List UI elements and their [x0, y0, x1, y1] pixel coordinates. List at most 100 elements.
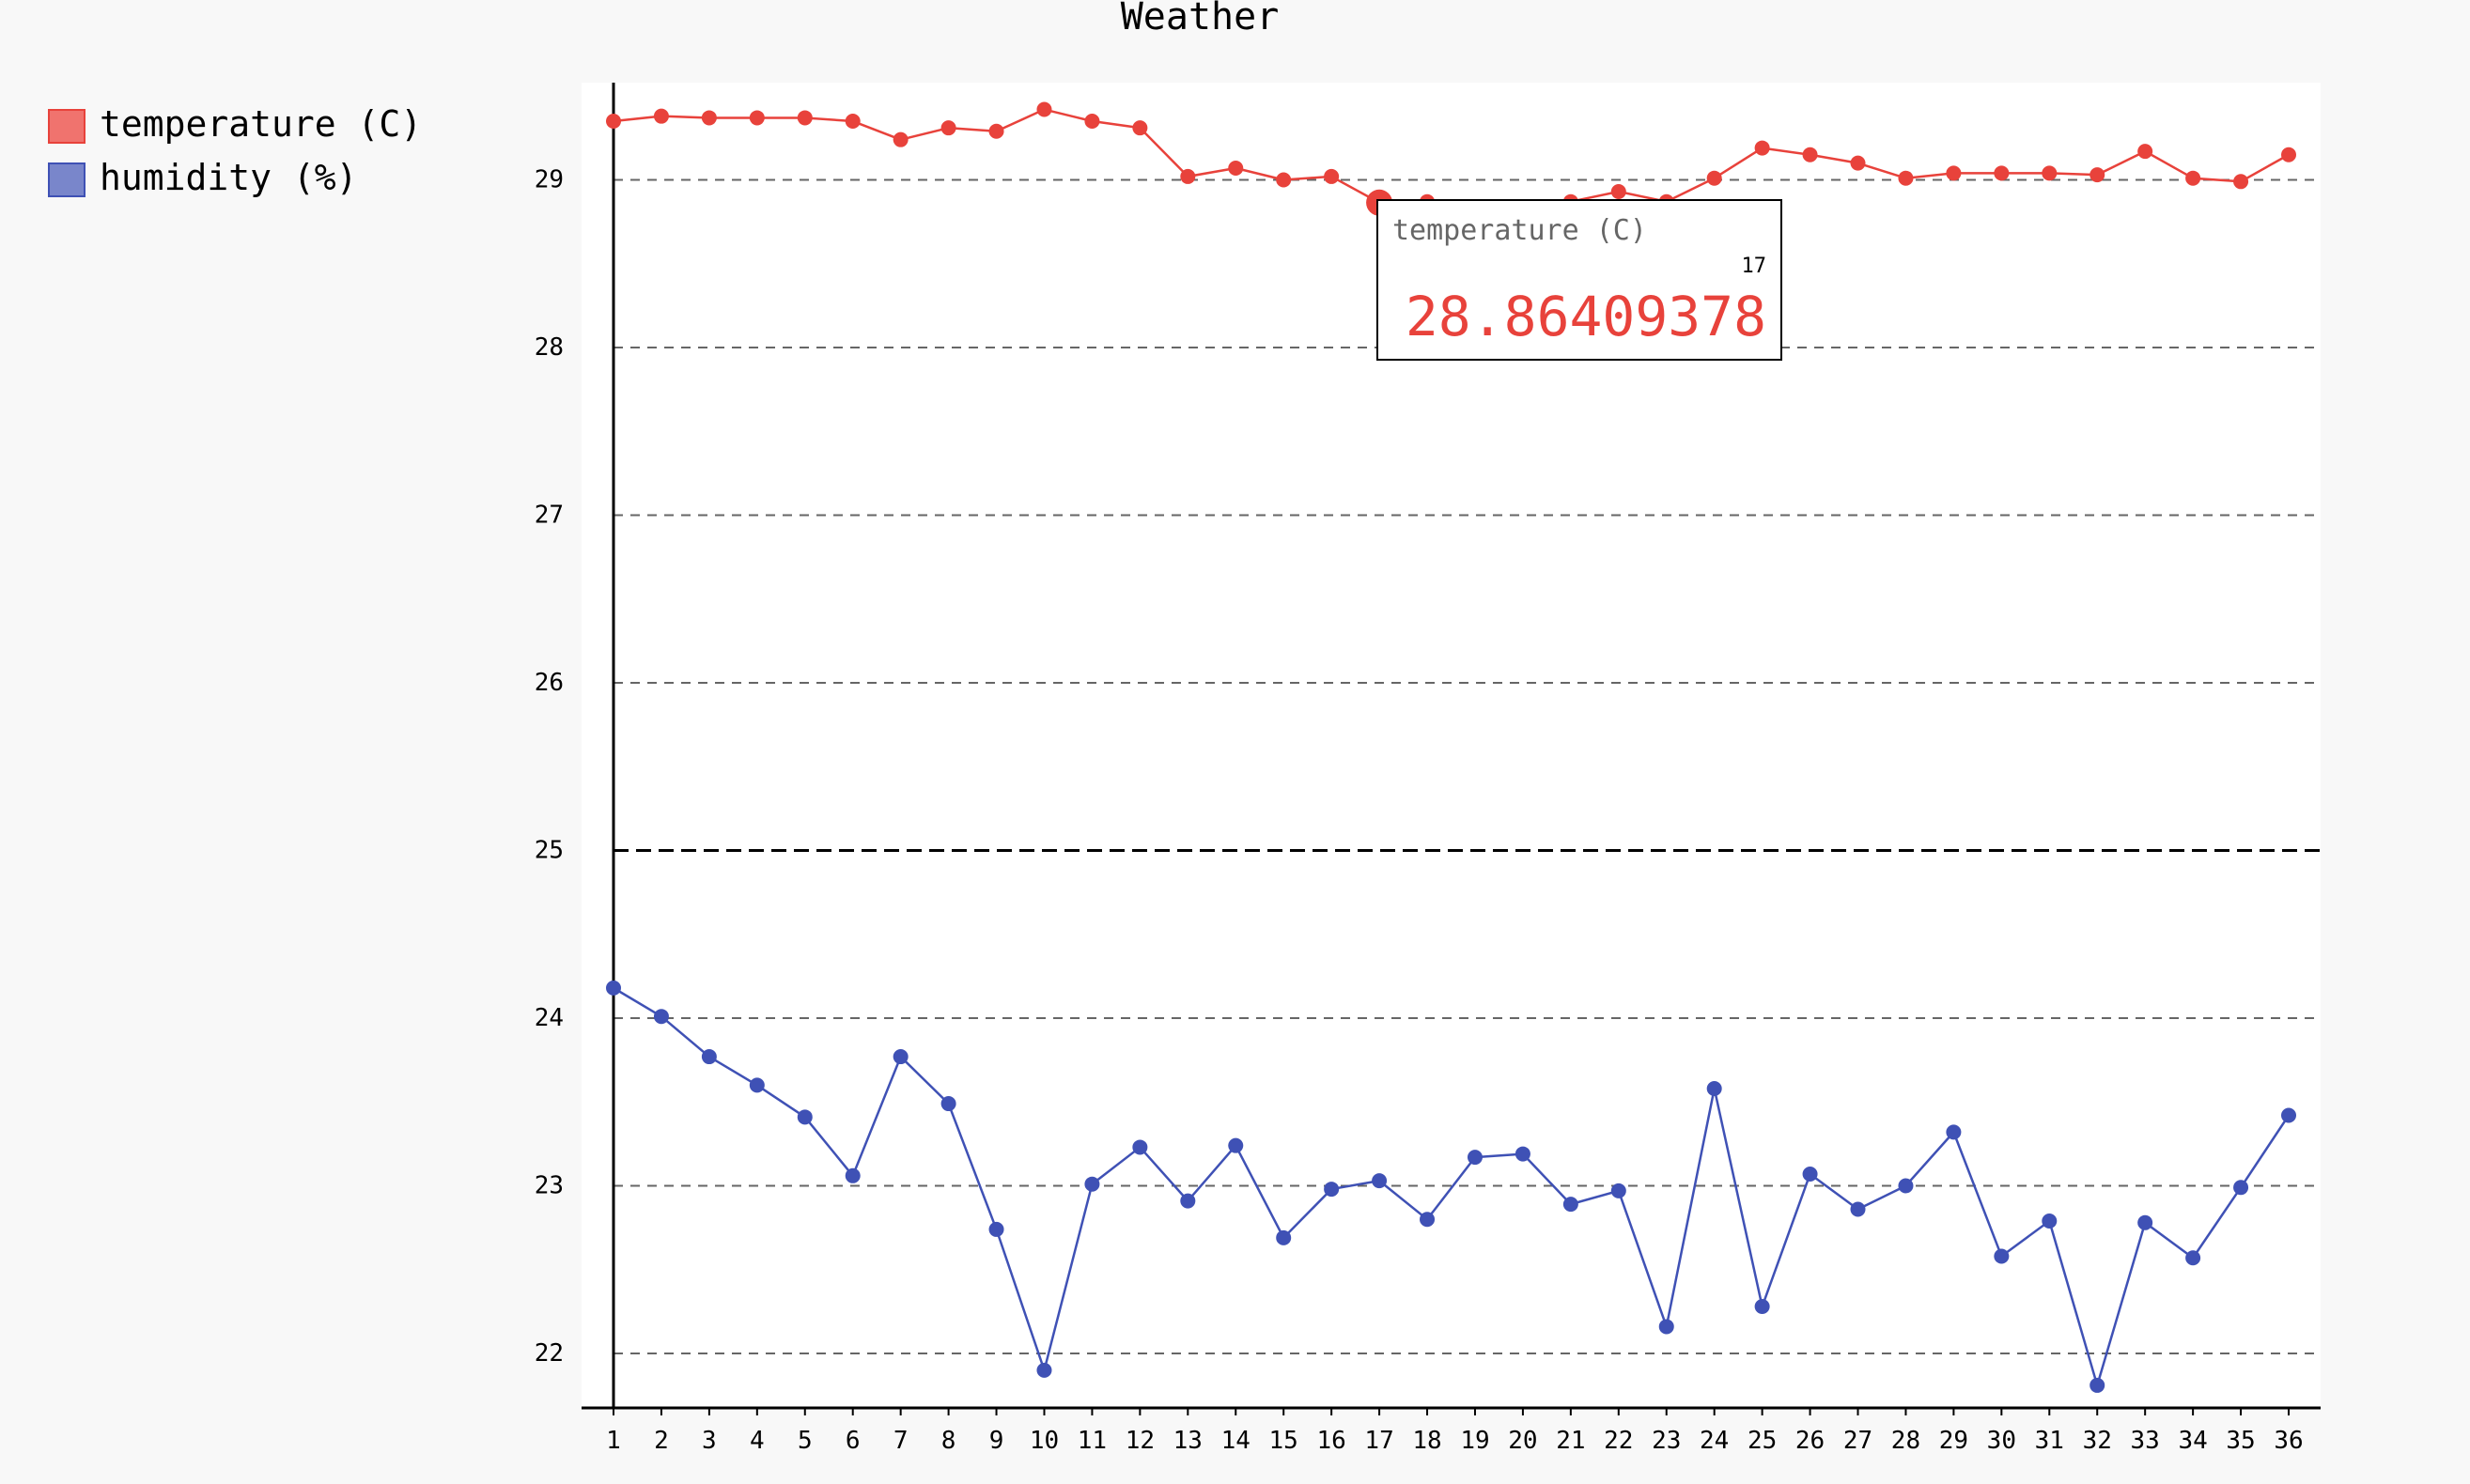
x-tick-label: 14: [1221, 1427, 1251, 1455]
y-tick-label: 22: [535, 1339, 564, 1368]
x-tick-label: 20: [1508, 1427, 1537, 1455]
x-tick-label: 24: [1700, 1427, 1729, 1455]
y-tick-label: 26: [535, 669, 564, 697]
humidity-point: [2089, 1377, 2105, 1393]
humidity-point: [1610, 1183, 1626, 1198]
temperature-point: [1324, 168, 1340, 184]
humidity-point: [1706, 1080, 1722, 1096]
x-tick-label: 28: [1891, 1427, 1920, 1455]
temperature-point: [1610, 183, 1626, 199]
x-tick-label: 7: [893, 1427, 909, 1455]
temperature-point: [1898, 170, 1914, 186]
x-tick-label: 27: [1843, 1427, 1872, 1455]
tooltip-box: [1376, 199, 1782, 361]
humidity-point: [1898, 1178, 1914, 1194]
temperature-point: [1946, 165, 1962, 181]
tooltip-series-label: temperature (C): [1392, 214, 1647, 247]
y-axis-ticks: 22 23 24 25 26 27 28 29: [535, 166, 564, 1368]
x-tick-label: 6: [846, 1427, 861, 1455]
temperature-point: [2185, 170, 2201, 186]
temperature-point: [797, 110, 813, 126]
x-tick-label: 19: [1460, 1427, 1489, 1455]
x-tick-label: 8: [941, 1427, 956, 1455]
temperature-point: [1802, 147, 1818, 162]
legend-item-humidity[interactable]: humidity (%): [48, 157, 358, 198]
x-tick-label: 17: [1364, 1427, 1393, 1455]
temperature-point: [1276, 172, 1292, 188]
humidity-point: [1658, 1319, 1674, 1335]
humidity-point: [1802, 1167, 1818, 1183]
x-tick-label: 34: [2178, 1427, 2207, 1455]
temperature-point: [1132, 120, 1148, 136]
humidity-point: [1324, 1182, 1340, 1198]
humidity-point: [1850, 1201, 1866, 1217]
humidity-point: [1946, 1124, 1962, 1140]
x-tick-label: 13: [1173, 1427, 1203, 1455]
humidity-point: [797, 1109, 813, 1125]
tooltip-x-label: 17: [1742, 255, 1767, 278]
x-tick-label: 29: [1939, 1427, 1968, 1455]
humidity-point: [1420, 1212, 1436, 1228]
x-tick-label: 31: [2035, 1427, 2064, 1455]
x-tick-label: 22: [1604, 1427, 1633, 1455]
humidity-point: [653, 1009, 669, 1025]
humidity-point: [1276, 1229, 1292, 1245]
humidity-point: [1754, 1299, 1770, 1315]
humidity-point: [2137, 1214, 2153, 1230]
temperature-point: [2137, 144, 2153, 160]
x-tick-label: 26: [1795, 1427, 1825, 1455]
humidity-point: [2042, 1213, 2058, 1229]
x-tick-label: 5: [798, 1427, 813, 1455]
x-tick-label: 12: [1126, 1427, 1155, 1455]
humidity-point: [2281, 1107, 2296, 1123]
y-tick-label: 29: [535, 166, 564, 194]
humidity-point: [893, 1049, 909, 1065]
temperature-point: [1706, 170, 1722, 186]
temperature-point: [2281, 147, 2296, 162]
humidity-point: [2233, 1180, 2249, 1196]
x-tick-label: 2: [654, 1427, 669, 1455]
legend: temperature (C) humidity (%): [48, 103, 422, 198]
legend-swatch-humidity: [48, 162, 85, 197]
temperature-point: [988, 123, 1004, 139]
x-axis-ticks: 1 2 3 4 5 6 7 8 9 10 11 12 13 14 15 16 17 18 19 20 21 22 23 24 2…: [606, 1408, 2304, 1455]
temperature-point: [1994, 165, 2010, 181]
temperature-point: [2233, 174, 2249, 190]
legend-item-temperature[interactable]: temperature (C): [48, 103, 422, 145]
x-tick-label: 35: [2226, 1427, 2255, 1455]
y-tick-label: 27: [535, 502, 564, 530]
temperature-point: [1180, 168, 1196, 184]
temperature-point: [1850, 155, 1866, 171]
humidity-point: [1084, 1176, 1100, 1192]
humidity-point: [701, 1049, 717, 1065]
legend-swatch-temperature: [48, 109, 85, 144]
humidity-point: [1467, 1150, 1483, 1166]
humidity-point: [2185, 1250, 2201, 1266]
y-tick-label: 25: [535, 837, 564, 865]
temperature-point: [2042, 165, 2058, 181]
temperature-point: [606, 114, 621, 130]
chart-title: Weather: [1121, 0, 1280, 39]
y-tick-label: 23: [535, 1172, 564, 1200]
x-tick-label: 15: [1269, 1427, 1298, 1455]
humidity-point: [606, 980, 621, 996]
humidity-point: [845, 1167, 861, 1183]
x-tick-label: 21: [1556, 1427, 1585, 1455]
y-tick-label: 24: [535, 1004, 564, 1032]
humidity-line: [613, 986, 2291, 1387]
temperature-point: [653, 108, 669, 124]
temperature-point: [1036, 101, 1052, 117]
x-tick-label: 33: [2131, 1427, 2160, 1455]
humidity-point: [1994, 1248, 2010, 1264]
humidity-point: [1515, 1146, 1530, 1162]
humidity-point: [1228, 1137, 1244, 1153]
x-tick-label: 9: [989, 1427, 1004, 1455]
temperature-point: [2089, 167, 2105, 183]
x-tick-label: 25: [1748, 1427, 1777, 1455]
x-tick-label: 23: [1652, 1427, 1681, 1455]
legend-label-humidity: humidity (%): [100, 157, 358, 198]
x-tick-label: 30: [1987, 1427, 2016, 1455]
legend-label-temperature: temperature (C): [100, 103, 422, 145]
